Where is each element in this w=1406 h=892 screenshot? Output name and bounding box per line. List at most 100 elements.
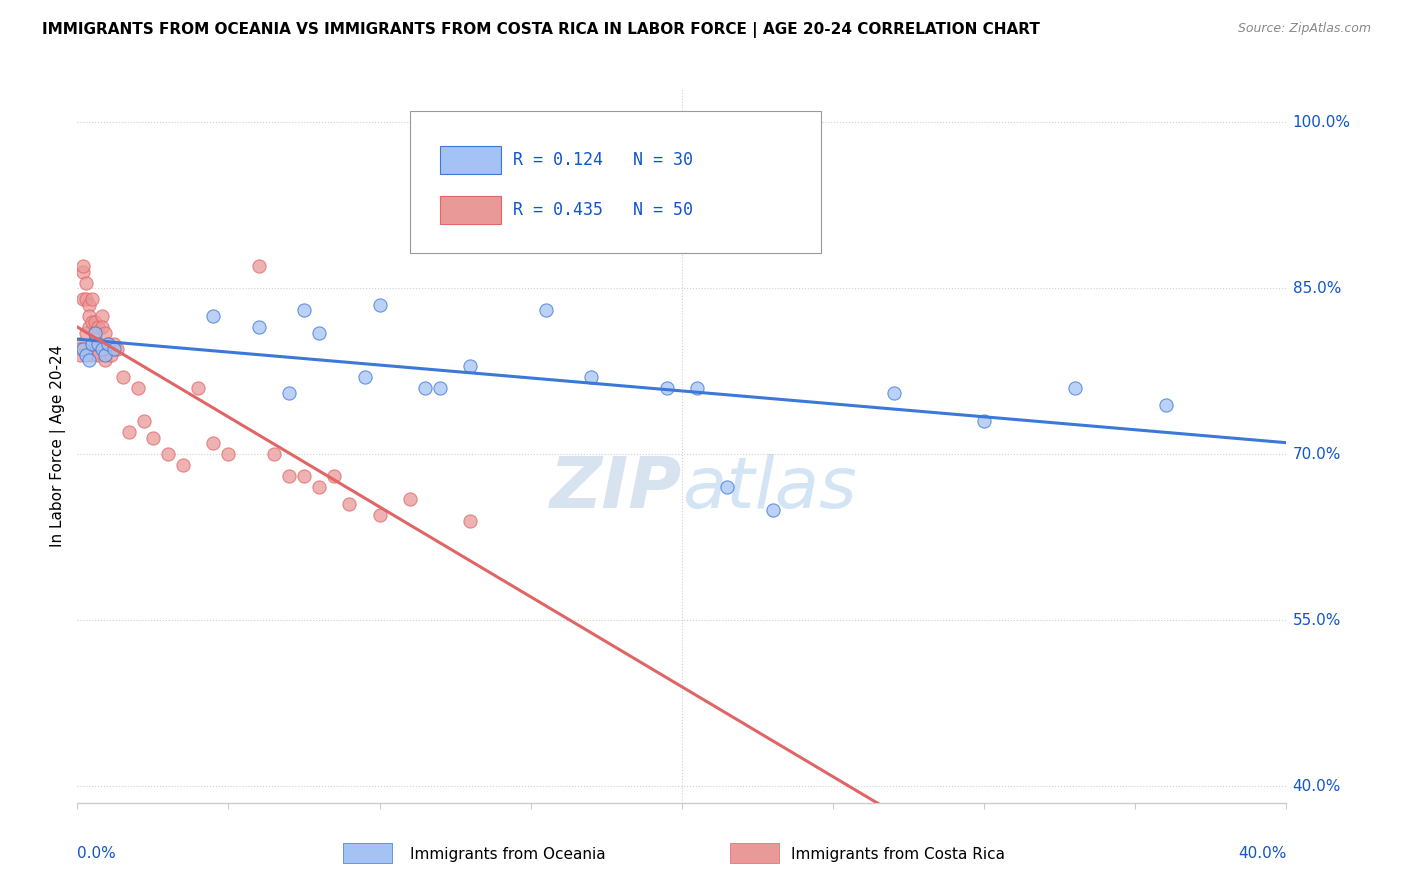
Point xyxy=(263,447,285,461)
Point xyxy=(247,259,270,273)
Point xyxy=(127,381,149,395)
FancyBboxPatch shape xyxy=(730,844,779,863)
Point xyxy=(172,458,194,473)
Point xyxy=(96,336,118,351)
Point xyxy=(84,336,107,351)
Point xyxy=(458,514,481,528)
Point xyxy=(75,276,97,290)
Point xyxy=(72,342,94,356)
Text: R = 0.124   N = 30: R = 0.124 N = 30 xyxy=(513,151,693,169)
Text: 70.0%: 70.0% xyxy=(1292,447,1341,462)
Point xyxy=(278,469,301,483)
FancyBboxPatch shape xyxy=(440,196,501,225)
Text: IMMIGRANTS FROM OCEANIA VS IMMIGRANTS FROM COSTA RICA IN LABOR FORCE | AGE 20-24: IMMIGRANTS FROM OCEANIA VS IMMIGRANTS FR… xyxy=(42,22,1040,38)
Point xyxy=(218,447,240,461)
Point xyxy=(82,348,104,362)
Point xyxy=(69,348,91,362)
Point xyxy=(132,414,155,428)
Point xyxy=(93,348,115,362)
Point xyxy=(90,320,112,334)
Y-axis label: In Labor Force | Age 20-24: In Labor Force | Age 20-24 xyxy=(51,345,66,547)
Point xyxy=(337,497,360,511)
Point xyxy=(399,491,422,506)
FancyBboxPatch shape xyxy=(440,146,501,174)
Point xyxy=(79,298,101,312)
Point xyxy=(84,314,107,328)
Point xyxy=(96,336,118,351)
Point xyxy=(79,309,101,323)
Point xyxy=(103,336,125,351)
Point xyxy=(87,336,110,351)
Point xyxy=(581,369,603,384)
Point xyxy=(413,381,436,395)
Point xyxy=(72,265,94,279)
Text: 0.0%: 0.0% xyxy=(77,846,117,861)
Text: ZIP: ZIP xyxy=(550,454,682,524)
Text: atlas: atlas xyxy=(682,454,856,524)
Text: Immigrants from Oceania: Immigrants from Oceania xyxy=(411,847,606,862)
Text: Source: ZipAtlas.com: Source: ZipAtlas.com xyxy=(1237,22,1371,36)
Point xyxy=(368,298,391,312)
Point xyxy=(202,309,225,323)
Point xyxy=(93,326,115,340)
Point xyxy=(187,381,209,395)
Point xyxy=(93,353,115,368)
Point xyxy=(883,386,905,401)
Point xyxy=(96,342,118,356)
Point xyxy=(534,303,557,318)
Point xyxy=(75,326,97,340)
Point xyxy=(308,326,330,340)
Text: 85.0%: 85.0% xyxy=(1292,281,1341,296)
Point xyxy=(90,342,112,356)
Point xyxy=(75,348,97,362)
Point xyxy=(87,348,110,362)
Point xyxy=(247,320,270,334)
Point xyxy=(87,336,110,351)
Point xyxy=(353,369,375,384)
Point xyxy=(1154,397,1177,411)
Point xyxy=(118,425,141,439)
Point xyxy=(111,369,134,384)
Point xyxy=(142,431,165,445)
Point xyxy=(458,359,481,373)
Point xyxy=(655,381,678,395)
Text: R = 0.435   N = 50: R = 0.435 N = 50 xyxy=(513,202,693,219)
Point xyxy=(90,309,112,323)
Point xyxy=(157,447,180,461)
Point xyxy=(686,381,709,395)
Point xyxy=(429,381,451,395)
Point xyxy=(84,326,107,340)
Point xyxy=(973,414,995,428)
Point xyxy=(84,326,107,340)
Point xyxy=(1064,381,1087,395)
Point xyxy=(82,336,104,351)
FancyBboxPatch shape xyxy=(411,111,821,253)
Point xyxy=(69,336,91,351)
Text: Immigrants from Costa Rica: Immigrants from Costa Rica xyxy=(790,847,1005,862)
Point xyxy=(87,320,110,334)
Point xyxy=(82,293,104,307)
Text: 40.0%: 40.0% xyxy=(1239,846,1286,861)
Point xyxy=(716,481,738,495)
FancyBboxPatch shape xyxy=(343,844,392,863)
Point xyxy=(292,303,315,318)
Point xyxy=(202,436,225,450)
Point xyxy=(100,348,122,362)
Point xyxy=(368,508,391,523)
Point xyxy=(72,293,94,307)
Point xyxy=(292,469,315,483)
Point xyxy=(308,481,330,495)
Point xyxy=(103,342,125,356)
Point xyxy=(72,259,94,273)
Point xyxy=(323,469,346,483)
Point xyxy=(79,353,101,368)
Point xyxy=(278,386,301,401)
Point xyxy=(105,342,128,356)
Point xyxy=(79,320,101,334)
Point xyxy=(69,342,91,356)
Point xyxy=(762,502,785,516)
Point xyxy=(82,314,104,328)
Text: 40.0%: 40.0% xyxy=(1292,779,1341,794)
Text: 100.0%: 100.0% xyxy=(1292,115,1351,130)
Point xyxy=(75,293,97,307)
